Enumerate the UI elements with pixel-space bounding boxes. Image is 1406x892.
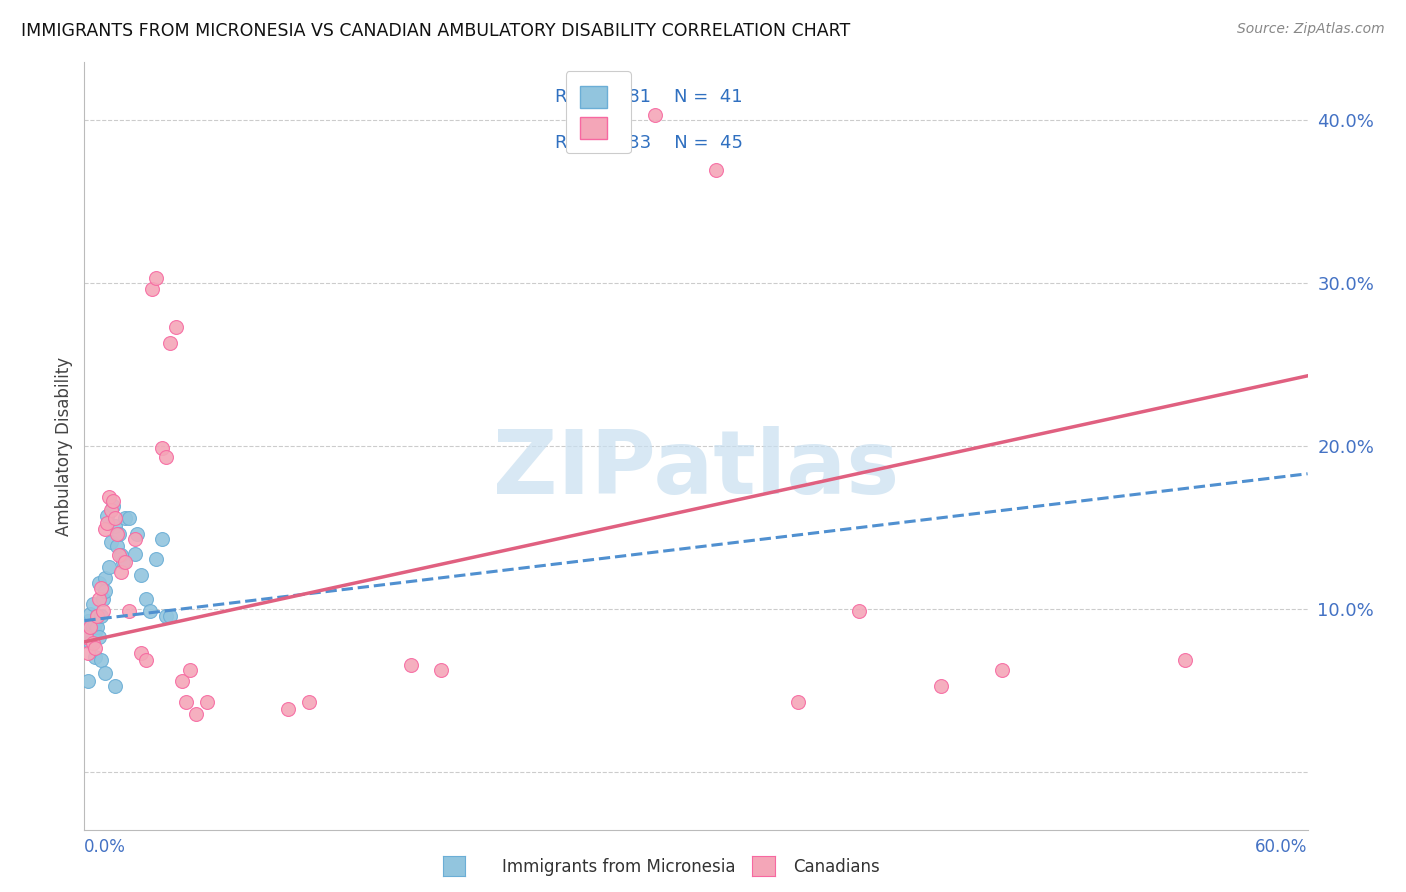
- Point: [118, 604, 141, 618]
- Point: [135, 592, 157, 607]
- Point: [91, 592, 114, 607]
- Point: [430, 663, 453, 677]
- Point: [82, 636, 104, 650]
- Text: Canadians: Canadians: [793, 858, 880, 876]
- Point: [100, 502, 122, 516]
- Point: [101, 500, 124, 514]
- Point: [87, 630, 110, 644]
- Point: [87, 592, 110, 607]
- Point: [141, 282, 163, 296]
- Point: [172, 673, 194, 688]
- Point: [110, 549, 132, 563]
- Point: [91, 604, 114, 618]
- Point: [159, 336, 181, 351]
- Point: [75, 630, 97, 644]
- Text: Source: ZipAtlas.com: Source: ZipAtlas.com: [1237, 22, 1385, 37]
- Legend: , : ,: [565, 71, 631, 153]
- Point: [108, 549, 131, 563]
- Point: [131, 568, 153, 582]
- Point: [118, 511, 141, 525]
- Point: [83, 649, 105, 664]
- Point: [848, 604, 870, 618]
- Point: [75, 624, 97, 638]
- Point: [110, 565, 132, 579]
- Y-axis label: Ambulatory Disability: Ambulatory Disability: [55, 357, 73, 535]
- Point: [83, 616, 105, 631]
- Text: IMMIGRANTS FROM MICRONESIA VS CANADIAN AMBULATORY DISABILITY CORRELATION CHART: IMMIGRANTS FROM MICRONESIA VS CANADIAN A…: [21, 22, 851, 40]
- Point: [104, 679, 127, 693]
- Point: [97, 490, 120, 504]
- Point: [86, 608, 108, 623]
- Point: [186, 706, 208, 721]
- Point: [108, 527, 131, 541]
- Point: [399, 657, 422, 672]
- Point: [135, 653, 157, 667]
- Point: [97, 559, 120, 574]
- Point: [124, 547, 146, 561]
- Point: [90, 581, 112, 595]
- Point: [105, 539, 128, 553]
- Point: [112, 555, 135, 569]
- Point: [79, 607, 101, 621]
- Point: [787, 695, 810, 709]
- Text: Immigrants from Micronesia: Immigrants from Micronesia: [502, 858, 735, 876]
- Text: 0.0%: 0.0%: [84, 838, 127, 855]
- Point: [165, 319, 187, 334]
- Point: [124, 532, 146, 546]
- Point: [155, 450, 177, 465]
- Point: [1174, 653, 1197, 667]
- Point: [93, 571, 115, 585]
- Point: [83, 641, 105, 656]
- Point: [145, 551, 167, 566]
- Point: [79, 635, 101, 649]
- Point: [87, 576, 110, 591]
- Point: [93, 584, 115, 599]
- Text: 60.0%: 60.0%: [1256, 838, 1308, 855]
- Point: [77, 614, 100, 628]
- Point: [77, 646, 100, 660]
- Point: [93, 665, 115, 680]
- Point: [114, 555, 136, 569]
- Point: [79, 620, 101, 634]
- Point: [82, 620, 104, 634]
- Point: [90, 653, 112, 667]
- Point: [82, 597, 104, 611]
- Point: [174, 695, 197, 709]
- Point: [277, 702, 299, 716]
- Point: [179, 663, 201, 677]
- Point: [929, 679, 952, 693]
- Point: [90, 608, 112, 623]
- Text: R =  0.333    N =  45: R = 0.333 N = 45: [555, 134, 744, 152]
- Point: [105, 527, 128, 541]
- Point: [145, 271, 167, 285]
- Point: [100, 535, 122, 549]
- Text: R =  0.281    N =  41: R = 0.281 N = 41: [555, 88, 742, 106]
- Point: [991, 663, 1014, 677]
- Point: [96, 516, 118, 530]
- Point: [86, 620, 108, 634]
- Point: [644, 108, 666, 122]
- Point: [150, 532, 173, 546]
- Point: [77, 673, 100, 688]
- Point: [155, 608, 177, 623]
- Point: [114, 511, 136, 525]
- Point: [131, 646, 153, 660]
- Point: [127, 527, 149, 541]
- Point: [104, 519, 127, 533]
- Point: [159, 608, 181, 623]
- Point: [150, 441, 173, 455]
- Point: [83, 625, 105, 640]
- Point: [101, 494, 124, 508]
- Point: [96, 509, 118, 524]
- Point: [706, 163, 728, 178]
- Point: [195, 695, 218, 709]
- Point: [93, 522, 115, 536]
- Point: [104, 511, 127, 525]
- Point: [138, 604, 160, 618]
- Point: [298, 695, 321, 709]
- Point: [86, 608, 108, 623]
- Text: ZIPatlas: ZIPatlas: [494, 425, 898, 513]
